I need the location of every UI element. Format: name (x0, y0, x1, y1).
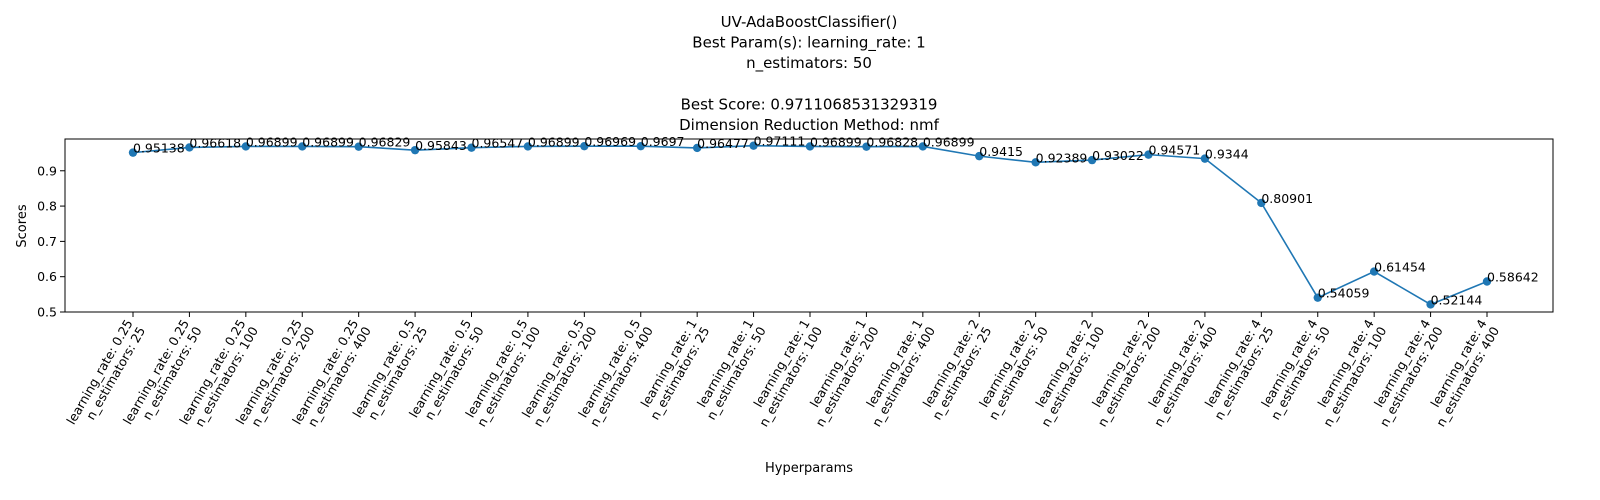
chart-title: UV-AdaBoostClassifier() Best Param(s): le… (679, 13, 939, 134)
x-axis-label: Hyperparams (765, 461, 853, 476)
data-point (1369, 267, 1379, 276)
y-tick-label: 0.8 (37, 199, 57, 214)
data-label: 0.61454 (1374, 260, 1426, 275)
data-label: 0.96477 (697, 136, 749, 151)
data-label: 0.92389 (1036, 150, 1088, 165)
data-label: 0.94571 (1149, 143, 1201, 158)
y-tick-label: 0.5 (37, 305, 57, 320)
data-label: 0.96899 (528, 134, 580, 149)
data-label: 0.96547 (472, 136, 524, 151)
data-point (298, 142, 307, 151)
data-label: 0.52144 (1431, 292, 1483, 307)
data-point (636, 141, 645, 151)
x-axis: learning_rate: 0.25n_estimators: 25learn… (63, 312, 1502, 429)
data-label: 0.96899 (246, 134, 298, 149)
data-point (410, 145, 420, 155)
data-point (1257, 198, 1266, 208)
data-label: 0.95138 (133, 141, 185, 156)
data-point (749, 141, 758, 150)
data-point (128, 148, 138, 157)
chart-title-line: Dimension Reduction Method: nmf (679, 116, 939, 134)
y-tick-label: 0.6 (37, 269, 57, 284)
data-label: 0.58642 (1487, 269, 1539, 284)
series-scores: 0.95138 0.96618 0.96899 0.96899 0.96829 0.958… (128, 134, 1539, 309)
data-point (692, 143, 702, 153)
data-label: 0.97111 (754, 134, 806, 149)
y-tick-label: 0.7 (37, 234, 57, 249)
data-point (467, 143, 476, 152)
data-point (862, 142, 871, 151)
data-label: 0.96899 (923, 134, 975, 149)
data-point (1482, 277, 1492, 286)
data-label: 0.9415 (979, 144, 1023, 159)
data-label: 0.80901 (1261, 191, 1313, 206)
data-point (975, 151, 984, 161)
data-point (805, 142, 815, 151)
chart-title-line: Best Score: 0.9711068531329319 (681, 95, 938, 113)
data-point (918, 142, 928, 151)
data-label: 0.96829 (359, 135, 411, 150)
data-label: 0.9697 (641, 134, 685, 149)
data-label: 0.54059 (1318, 286, 1370, 301)
data-point (1426, 300, 1435, 309)
data-point (241, 142, 251, 151)
data-point (523, 142, 533, 151)
data-point (1087, 155, 1097, 165)
chart-title-line: n_estimators: 50 (746, 54, 872, 73)
data-label: 0.96899 (810, 134, 862, 149)
data-label: 0.9344 (1205, 147, 1249, 162)
data-label: 0.96618 (189, 135, 241, 150)
y-tick-label: 0.9 (37, 163, 57, 178)
data-label: 0.96969 (584, 134, 636, 149)
data-point (185, 143, 194, 152)
data-label: 0.96899 (302, 134, 354, 149)
data-point (1031, 158, 1040, 167)
data-point (580, 141, 589, 151)
plot-area (64, 138, 1554, 313)
data-label: 0.96828 (866, 135, 918, 150)
y-axis: 0.5 0.6 0.7 0.8 0.9 (37, 163, 65, 320)
chart-title-line: UV-AdaBoostClassifier() (721, 13, 898, 31)
data-point (1144, 150, 1153, 159)
data-point (354, 142, 363, 151)
data-point (1200, 154, 1210, 163)
data-label: 0.93022 (1092, 148, 1144, 163)
y-axis-label: Scores (15, 204, 30, 247)
chart-title-line: Best Param(s): learning_rate: 1 (692, 34, 925, 53)
data-label: 0.95843 (415, 138, 467, 153)
data-point (1313, 293, 1322, 302)
series-line (132, 144, 1488, 306)
